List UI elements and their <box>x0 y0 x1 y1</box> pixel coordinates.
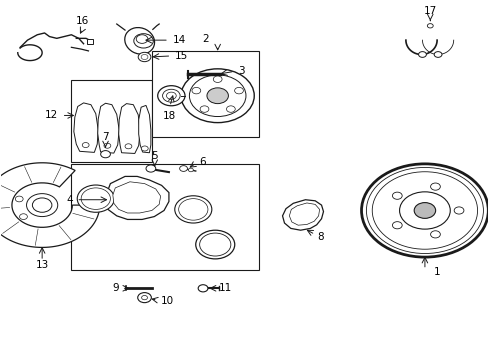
Circle shape <box>198 285 207 292</box>
Polygon shape <box>0 163 100 247</box>
Bar <box>71 164 259 270</box>
Circle shape <box>20 214 27 220</box>
Circle shape <box>392 192 401 199</box>
Circle shape <box>200 106 208 112</box>
Bar <box>152 51 259 137</box>
Bar <box>71 80 152 162</box>
Circle shape <box>138 52 151 62</box>
Circle shape <box>181 69 254 123</box>
Circle shape <box>361 164 488 257</box>
Circle shape <box>199 233 230 256</box>
Polygon shape <box>98 103 119 153</box>
Circle shape <box>26 194 58 217</box>
Circle shape <box>413 203 435 219</box>
Circle shape <box>195 230 234 259</box>
Circle shape <box>366 167 483 253</box>
Circle shape <box>188 168 193 172</box>
Circle shape <box>433 51 441 57</box>
Circle shape <box>430 231 439 238</box>
Circle shape <box>158 86 184 106</box>
Circle shape <box>453 207 463 214</box>
Circle shape <box>192 87 201 94</box>
Polygon shape <box>139 105 151 153</box>
Circle shape <box>141 54 148 59</box>
Circle shape <box>178 199 207 220</box>
Text: 11: 11 <box>219 283 232 293</box>
Text: 6: 6 <box>199 157 205 167</box>
Circle shape <box>234 87 243 94</box>
Text: 15: 15 <box>174 51 188 61</box>
Polygon shape <box>74 103 98 152</box>
Circle shape <box>189 75 245 117</box>
Text: 17: 17 <box>423 6 436 16</box>
Text: 18: 18 <box>163 111 176 121</box>
Circle shape <box>142 296 147 300</box>
Circle shape <box>179 166 187 171</box>
Text: 8: 8 <box>317 232 324 242</box>
Circle shape <box>134 34 153 48</box>
Circle shape <box>146 165 156 172</box>
Circle shape <box>125 144 132 149</box>
Text: 10: 10 <box>160 296 173 306</box>
Circle shape <box>371 172 477 249</box>
Circle shape <box>136 35 148 43</box>
Polygon shape <box>105 176 168 220</box>
Circle shape <box>77 185 114 212</box>
Circle shape <box>226 106 235 112</box>
Text: 14: 14 <box>172 35 186 45</box>
Circle shape <box>213 76 222 82</box>
Circle shape <box>138 293 151 303</box>
Circle shape <box>162 89 180 102</box>
Text: 5: 5 <box>151 150 158 161</box>
Text: 1: 1 <box>433 267 439 277</box>
Circle shape <box>418 51 426 57</box>
Circle shape <box>399 192 449 229</box>
Text: 12: 12 <box>44 111 58 121</box>
Circle shape <box>430 183 439 190</box>
Circle shape <box>166 92 176 99</box>
Circle shape <box>15 196 23 202</box>
Polygon shape <box>113 182 160 213</box>
Circle shape <box>101 150 110 158</box>
Circle shape <box>81 188 110 210</box>
Circle shape <box>82 143 89 148</box>
Circle shape <box>427 24 432 28</box>
Polygon shape <box>282 200 323 230</box>
Bar <box>87 40 93 44</box>
Circle shape <box>32 198 52 212</box>
Text: 3: 3 <box>238 66 244 76</box>
Circle shape <box>206 88 228 104</box>
Text: 13: 13 <box>36 260 49 270</box>
Text: 7: 7 <box>102 132 109 142</box>
Polygon shape <box>289 203 319 225</box>
Circle shape <box>141 146 148 151</box>
Text: 16: 16 <box>76 16 89 26</box>
Text: 2: 2 <box>202 35 208 44</box>
Text: 9: 9 <box>112 283 119 293</box>
Circle shape <box>174 196 211 223</box>
Circle shape <box>104 143 111 148</box>
Text: 4: 4 <box>66 195 73 205</box>
Circle shape <box>392 222 401 229</box>
Polygon shape <box>119 104 140 153</box>
Ellipse shape <box>124 28 154 54</box>
